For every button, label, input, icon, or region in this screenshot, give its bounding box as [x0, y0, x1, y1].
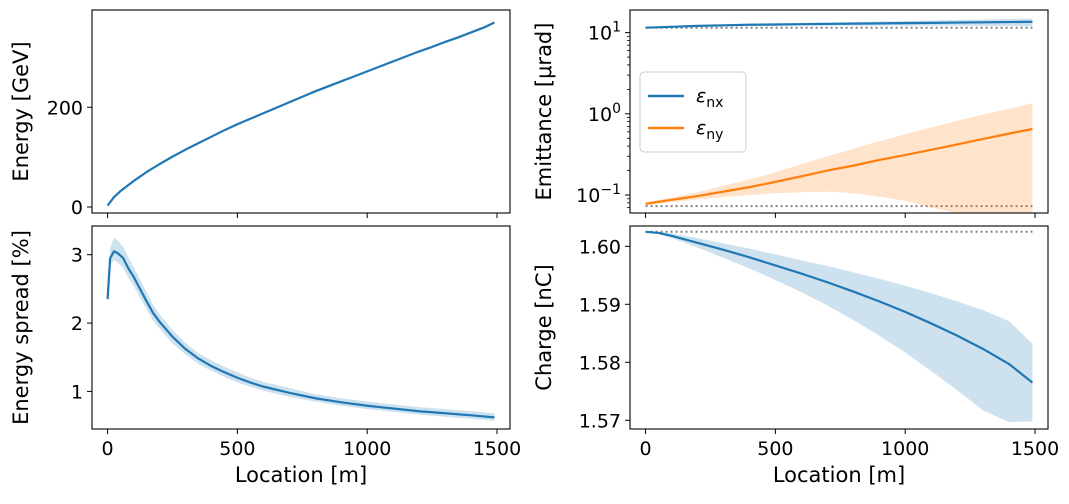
x-tick-label: 0: [102, 438, 114, 460]
x-tick-label: 0: [640, 438, 652, 460]
y-tick-label: 1.60: [579, 236, 621, 258]
energy-panel: 0 200 Energy [GeV]: [9, 10, 510, 219]
y-tick-label: 1.58: [579, 352, 621, 374]
y-tick-label: 100: [588, 101, 621, 126]
x-tick-label: 500: [757, 438, 793, 460]
x-tick-label: 1500: [1011, 438, 1059, 460]
plot-area: [646, 232, 1033, 422]
plot-area: [108, 22, 495, 205]
y-tick-label: 0: [71, 197, 83, 219]
y-axis-label: Energy [GeV]: [9, 41, 33, 181]
y-tick-label: 1.57: [579, 410, 621, 432]
y-tick-label: 10−1: [576, 182, 621, 207]
y-tick-label: 1: [71, 381, 83, 403]
legend-box: [640, 72, 746, 152]
energy-spread-panel: 0 500 1000 1500 1 2 3 Location [m] Energy spread…: [9, 226, 521, 487]
x-tick-label: 500: [219, 438, 255, 460]
x-tick-label: 1500: [473, 438, 521, 460]
y-axis-label: Charge [nC]: [532, 264, 556, 390]
y-axis-label: Energy spread [%]: [9, 230, 33, 425]
x-axis-label: Location [m]: [773, 463, 905, 487]
series-band-0: [646, 232, 1033, 422]
y-axis-label: Emittance [μrad]: [532, 23, 556, 201]
y-tick-label: 1.59: [579, 294, 621, 316]
y-tick-label: 101: [588, 20, 621, 45]
charge-panel: 0 500 1000 1500 1.57 1.58 1.59 1.60 Location [m]…: [532, 226, 1059, 487]
x-axis-label: Location [m]: [235, 463, 367, 487]
x-tick-label: 1000: [343, 438, 391, 460]
y-tick-label: 3: [71, 245, 83, 267]
x-tick-label: 1000: [881, 438, 929, 460]
y-tick-label: 200: [47, 97, 83, 119]
y-tick-label: 2: [71, 313, 83, 335]
series-line-0: [108, 22, 495, 205]
plot-area: [108, 238, 495, 421]
